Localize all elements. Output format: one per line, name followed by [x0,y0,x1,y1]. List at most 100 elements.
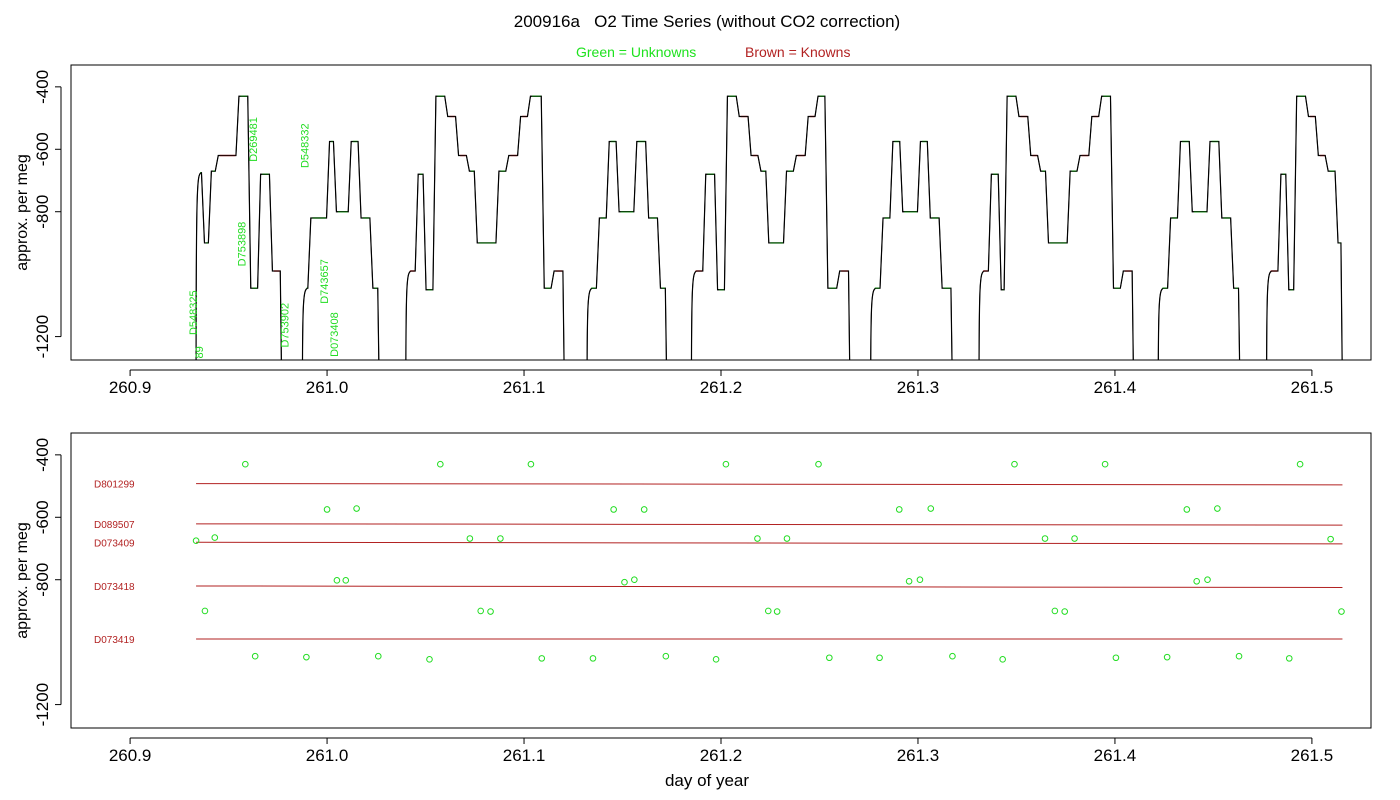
top-plot-frame [70,64,1372,361]
bottom-plot-marks: D801299 D089507 D073409 D073418 D073419 [94,460,1345,663]
unknown-point [1204,576,1211,584]
unknown-point [353,505,360,512]
x-tick-label: 261.5 [1291,378,1334,397]
unknown-point [826,654,833,662]
chart-title: 200916a O2 Time Series (without CO2 corr… [513,12,901,31]
unknown-point [192,537,200,544]
unknown-point [610,506,617,513]
bottom-y-axis: -400 -600 -800 -1200 [33,438,62,726]
unknown-point [497,535,504,542]
bottom-y-axis-label: approx. per meg [14,522,31,639]
unknown-point [477,607,484,615]
unknown-point [621,578,628,586]
x-tick-label: 261.5 [1291,746,1334,765]
unknown-point [342,577,350,584]
top-y-axis: -400 -600 -800 -1200 [33,70,62,358]
y-tick-label: -800 [33,563,52,597]
unknown-point [374,652,382,660]
unknown-point [1061,608,1069,615]
sample-label: 89 [194,346,206,358]
reference-label: D801299 [94,480,135,491]
unknown-point [1296,460,1304,468]
unknown-point [323,506,331,513]
y-tick-label: -1200 [33,683,52,726]
unknown-point [764,607,772,615]
y-tick-label: -400 [33,70,52,104]
sample-label: D548332 [299,123,311,168]
unknown-point [303,653,310,661]
legend-unknowns: Green = Unknowns [576,44,697,60]
unknown-point [999,656,1006,663]
unknown-point [333,577,341,584]
x-tick-label: 260.9 [109,378,152,397]
unknown-point [783,535,791,542]
y-tick-label: -600 [33,132,52,166]
unknown-point [754,535,761,542]
unknown-point [640,506,648,513]
unknown-point [487,608,494,615]
unknown-point [895,506,903,513]
unknown-point [527,460,535,468]
unknown-point [589,655,597,662]
y-tick-label: -1200 [33,315,52,358]
sample-label: D743657 [319,259,331,304]
unknown-point [773,608,781,615]
x-tick-label: 261.0 [306,378,349,397]
reference-label: D073409 [94,538,135,549]
x-tick-label: 261.3 [897,378,940,397]
unknown-point [1071,535,1078,542]
bottom-x-axis-label: day of year [665,771,749,790]
o2-trace-overlay [195,95,1343,360]
o2-trace-line [195,95,1343,360]
unknown-point [916,576,924,584]
reference-line [196,483,1343,486]
legend-knowns: Brown = Knowns [745,44,851,60]
unknown-point [1051,607,1059,615]
unknown-point [426,656,433,663]
unknown-point [927,505,935,512]
unknown-point [1041,535,1049,542]
unknown-point [631,576,638,584]
unknown-point [466,535,474,542]
y-tick-label: -400 [33,438,52,472]
unknown-point [662,652,670,660]
top-y-axis-label: approx. per meg [14,154,31,271]
reference-label: D073418 [94,582,135,593]
x-tick-label: 261.4 [1094,378,1137,397]
bottom-plot-frame [70,432,1372,729]
unknown-point [437,460,444,468]
unknown-point [712,656,720,663]
unknown-point [1214,505,1221,512]
top-plot-marks: D548325 89 D269481 D753898 D753902 D548332 D74… [188,95,1343,360]
reference-line [196,523,1343,526]
unknown-point [211,534,219,541]
bottom-panel-sample-means: -400-600-800-1200 260.9 261.0 261.1 261.2 26… [14,432,1372,790]
x-tick-label: 261.2 [700,378,743,397]
top-clipped-marks: D548325 89 D269481 D753898 D753902 D548332 D74… [188,95,1343,360]
unknown-point [1193,577,1200,585]
unknown-point [251,652,259,660]
sample-label: D753898 [236,222,248,267]
reference-line [196,541,1343,545]
x-tick-label: 261.4 [1094,746,1137,765]
unknown-point [1163,653,1171,661]
y-tick-label: -800 [33,195,52,229]
x-tick-label: 261.1 [503,378,546,397]
unknown-point [905,577,913,585]
unknown-point [538,655,546,662]
x-tick-label: 261.0 [306,746,349,765]
top-x-axis: 260.9 261.0 261.1 261.2 261.3 261.4 261.5 [109,369,1334,397]
unknown-point [1101,460,1109,468]
unknown-point [815,460,822,468]
reference-label: D073419 [94,635,135,646]
unknown-point [242,460,249,468]
unknown-point [1285,655,1293,662]
x-tick-label: 261.2 [700,746,743,765]
unknown-point [1011,460,1018,468]
sample-label: D753902 [280,303,292,348]
sample-label: D548325 [188,290,200,335]
sample-label: D269481 [248,117,260,162]
y-tick-label: -600 [33,500,52,534]
unknown-point [1235,652,1243,660]
